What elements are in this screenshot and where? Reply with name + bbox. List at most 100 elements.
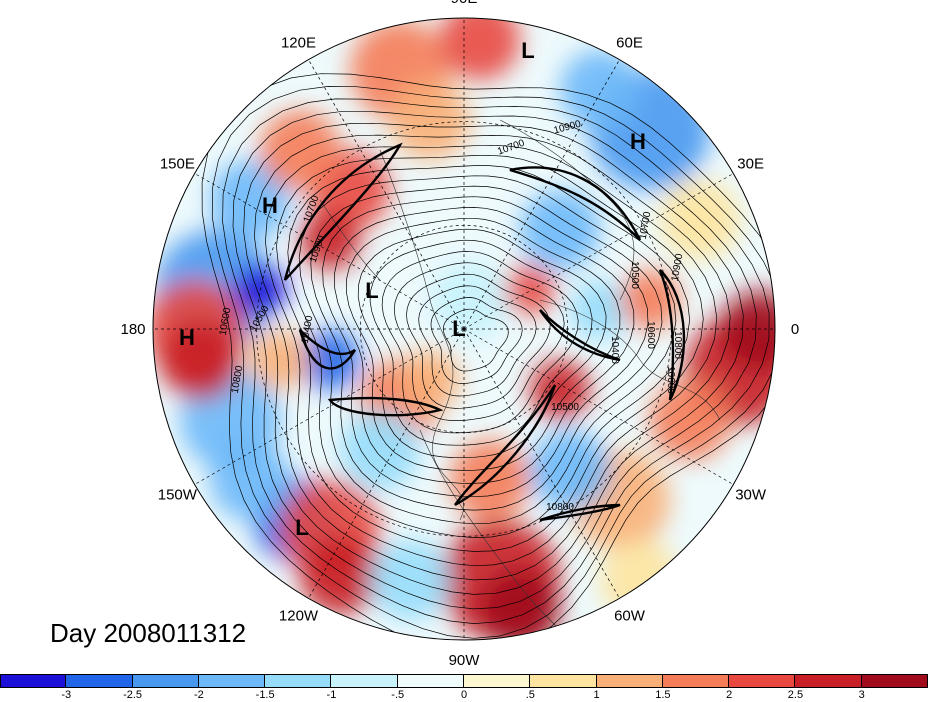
high-pressure-label: H — [630, 129, 646, 154]
height-contour — [298, 175, 677, 525]
contour-label: 10900 — [670, 252, 686, 282]
colorbar-label: 1.5 — [655, 689, 671, 701]
meridian-line — [463, 59, 620, 330]
anomaly-blob — [210, 160, 290, 240]
anomaly-blob — [390, 80, 470, 160]
colorbar-label: -2.5 — [123, 689, 143, 701]
longitude-label: 150E — [160, 156, 195, 173]
height-contour — [201, 73, 775, 640]
height-contour — [222, 98, 770, 624]
colorbar-label: -3 — [61, 689, 72, 701]
colorbar-label: 0 — [460, 689, 468, 701]
high-pressure-label: H — [179, 325, 195, 350]
longitude-label: 60E — [616, 34, 643, 51]
colorbar-swatch — [397, 674, 464, 688]
high-pressure-label: H — [262, 193, 278, 218]
contour-label: 10800 — [672, 331, 683, 359]
low-pressure-label: L — [452, 316, 465, 341]
height-contour — [418, 285, 537, 397]
jet-contour — [327, 396, 444, 417]
height-contour — [287, 165, 691, 538]
anomaly-blob — [234, 264, 286, 316]
anomaly-blob — [260, 110, 340, 190]
longitude-label: 90E — [451, 0, 478, 7]
coastline — [539, 299, 721, 421]
height-contour — [211, 86, 775, 639]
map-title: Day 2008011312 — [50, 618, 247, 648]
coastline — [319, 199, 381, 281]
colorbar-swatch — [331, 674, 398, 688]
anomaly-field — [153, 18, 775, 640]
colorbar-swatch — [596, 674, 663, 688]
meridian-line — [194, 173, 465, 330]
longitude-label: 180 — [120, 321, 145, 338]
contour-label: 10400 — [609, 336, 620, 364]
colorbar-swatch — [0, 674, 67, 688]
contour-label: 10600 — [218, 306, 234, 336]
height-contour — [430, 297, 523, 384]
graticule — [153, 18, 775, 640]
colorbar-label: 1 — [593, 689, 600, 701]
colorbar-swatch — [662, 674, 730, 688]
colorbar-label: -1 — [326, 689, 337, 701]
contour-label: 10800 — [230, 364, 246, 394]
anomaly-blob — [440, 18, 520, 80]
colorbar-swatch — [464, 674, 531, 688]
height-contour — [334, 207, 635, 484]
height-contour — [254, 134, 731, 581]
meridian-line — [463, 328, 734, 485]
colorbar: -3 -2.5 -2 -1.5 -1 -.5 0 .5 1 1.5 2 2.5 3 — [0, 674, 928, 702]
meridian-line — [463, 328, 620, 599]
contour-label: 10600 — [645, 321, 656, 349]
height-contour — [406, 273, 551, 409]
jet-contour — [298, 329, 357, 370]
colorbar-label: 3 — [858, 689, 865, 701]
parallel-circle — [359, 224, 569, 434]
colorbar-swatch — [265, 674, 332, 688]
anomaly-blob — [300, 535, 380, 615]
longitude-label: 150W — [158, 487, 198, 504]
height-contour — [322, 196, 649, 498]
height-contour — [393, 262, 565, 421]
anomaly-blob — [720, 290, 775, 370]
anomaly-blob — [210, 440, 290, 520]
pressure-centers: L H H L L H L — [179, 38, 646, 540]
anomaly-blob — [530, 360, 590, 420]
contour-label: 10400 — [300, 314, 316, 344]
meridian-line — [308, 59, 465, 330]
low-pressure-label: L — [365, 278, 378, 303]
jet-contours — [283, 142, 686, 522]
jet-contour — [539, 503, 621, 522]
longitude-label: 120W — [279, 608, 319, 625]
longitude-label: 120E — [281, 34, 316, 51]
low-pressure-label: L — [295, 515, 308, 540]
colorbar-swatch — [795, 674, 862, 688]
meridian-line — [194, 328, 465, 485]
height-contour — [369, 239, 593, 446]
anomaly-blob — [300, 210, 360, 270]
height-contour — [310, 185, 663, 511]
contour-label: 10800 — [546, 502, 574, 513]
longitude-label: 30E — [737, 156, 764, 173]
longitude-label: 30W — [735, 487, 767, 504]
jet-contour — [509, 166, 642, 241]
anomaly-blob — [530, 430, 610, 510]
colorbar-label: 2.5 — [787, 689, 804, 701]
contour-label: 10600 — [665, 366, 676, 394]
jet-contour — [454, 384, 557, 507]
contour-label: 10500 — [629, 261, 640, 289]
anomaly-blob — [250, 330, 310, 390]
meridian-line — [463, 173, 734, 330]
height-contour — [381, 251, 579, 434]
anomaly-blob — [300, 330, 360, 390]
meridian-line — [308, 328, 465, 599]
colorbar-swatch — [729, 674, 796, 688]
jet-contour — [283, 142, 403, 281]
height-contour — [276, 154, 704, 552]
contour-label: 10500 — [551, 402, 579, 413]
longitude-label: 90W — [449, 652, 481, 669]
longitude-labels: 90E 60E 30E 0 30W 60W 90W 120W 150W 180 150E 120E — [120, 0, 799, 669]
colorbar-swatch — [198, 674, 266, 688]
parallel-circle — [256, 121, 672, 537]
